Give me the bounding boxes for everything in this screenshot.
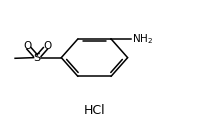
Text: NH$_2$: NH$_2$ (132, 32, 153, 46)
Text: HCl: HCl (83, 103, 105, 117)
Text: O: O (23, 41, 31, 51)
Text: O: O (43, 41, 51, 51)
Text: S: S (33, 53, 41, 63)
